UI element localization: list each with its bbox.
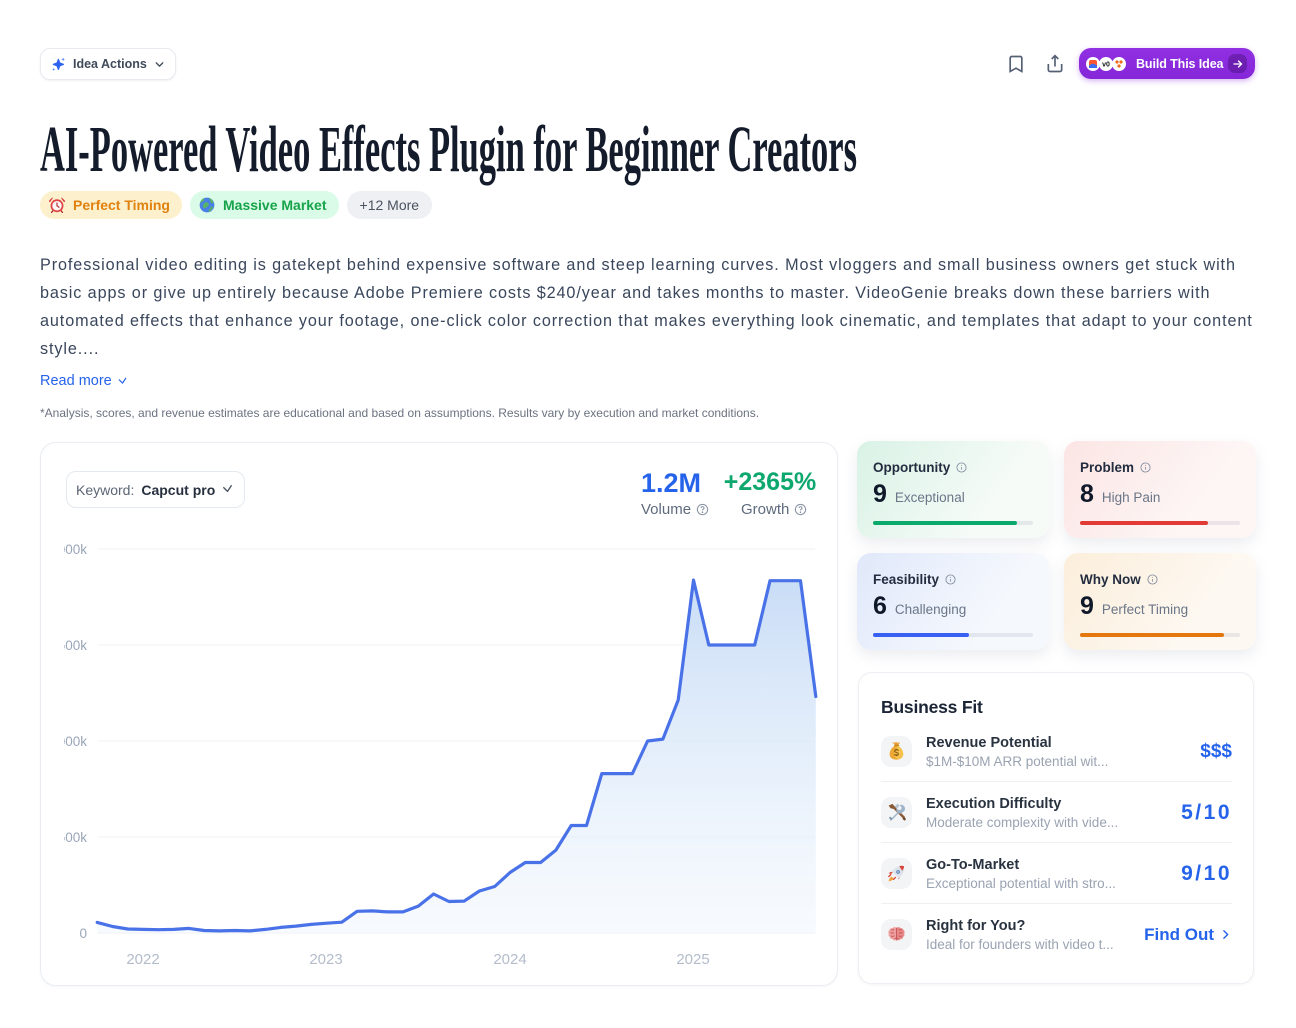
svg-text:2022: 2022 (126, 951, 159, 968)
svg-text:000k: 000k (58, 734, 88, 749)
svg-text:2025: 2025 (676, 951, 709, 968)
svg-text:v0: v0 (1102, 61, 1110, 68)
svg-text:500k: 500k (58, 830, 88, 845)
svg-text:2023: 2023 (309, 951, 342, 968)
svg-text:500k: 500k (58, 638, 88, 653)
svg-text:000k: 000k (58, 542, 88, 557)
svg-text:0: 0 (79, 926, 87, 941)
svg-text:2024: 2024 (493, 951, 526, 968)
